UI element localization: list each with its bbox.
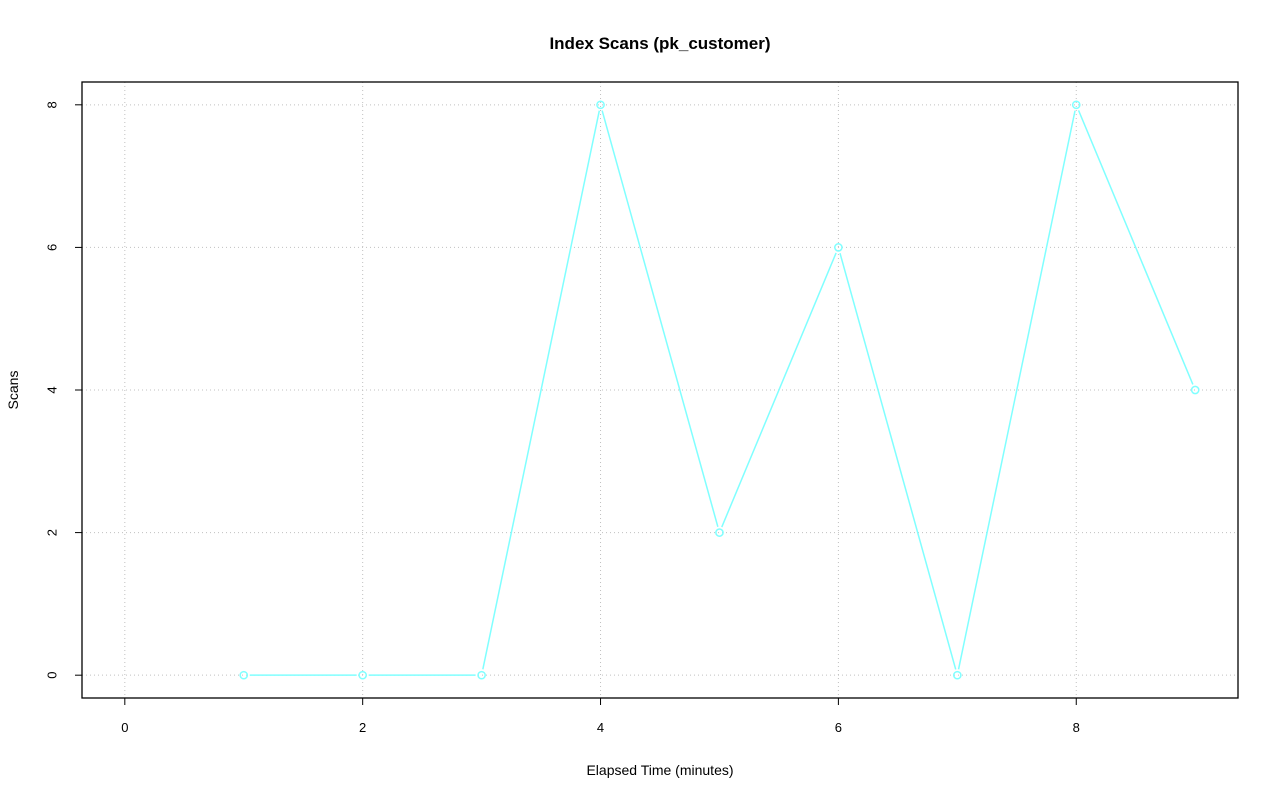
data-point [477,670,486,680]
y-tick-label: 6 [45,244,60,251]
data-point [1190,385,1200,395]
axes: 0 2 4 6 8 0 2 4 6 8 [45,101,1080,735]
series-line-segment [721,252,837,528]
x-tick-label: 0 [121,720,128,735]
series-line-segment [839,252,957,670]
x-tick-label: 2 [359,720,366,735]
y-tick-label: 4 [45,386,60,393]
x-axis-label: Elapsed Time (minutes) [586,762,733,778]
x-tick-label: 4 [597,720,604,735]
series-line-segment [1077,110,1194,385]
y-axis-label: Scans [5,371,21,410]
data-point [715,528,724,537]
series-line-segment [601,110,719,528]
data-point [1071,100,1081,110]
y-tick-label: 0 [45,672,60,679]
y-tick-label: 8 [45,101,60,108]
data-point [952,670,962,680]
x-tick-label: 6 [835,720,842,735]
data-point [834,243,843,252]
series-line-segment [482,110,601,670]
y-tick-label: 2 [45,529,60,536]
data-point [239,670,249,680]
plot-frame [81,81,1239,699]
x-tick-label: 8 [1073,720,1080,735]
series-line-segment [957,110,1076,670]
data-point [358,670,368,680]
data-point [596,100,605,110]
grid [82,82,1238,698]
series [239,100,1200,680]
chart-title: Index Scans (pk_customer) [549,34,770,53]
